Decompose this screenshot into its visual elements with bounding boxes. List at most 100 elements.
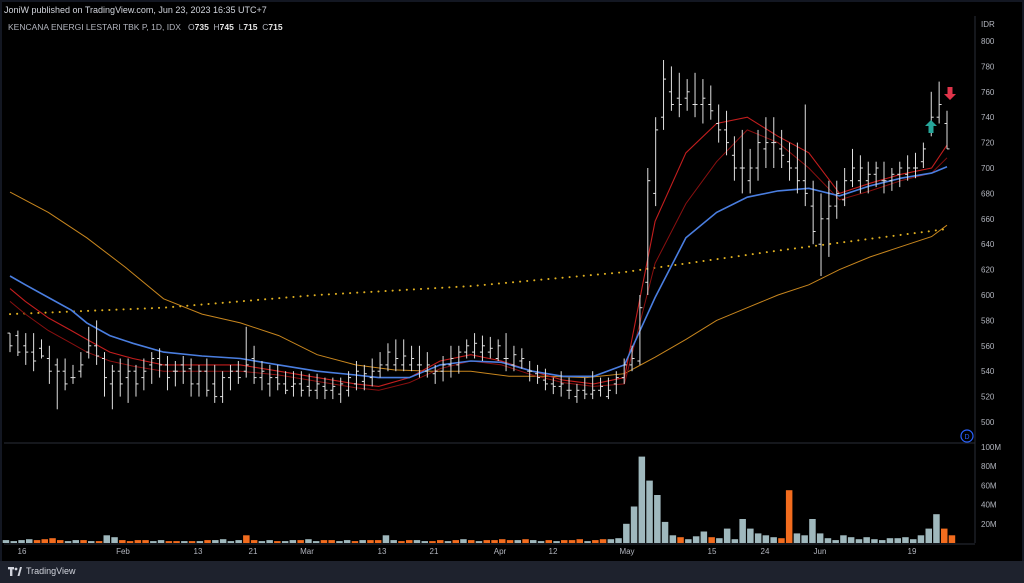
ohlc-bar <box>779 129 785 168</box>
ohlc-bar <box>70 364 76 384</box>
ohlc-bar <box>676 72 682 118</box>
volume-bar <box>88 541 95 543</box>
volume-bar <box>212 540 219 543</box>
price-tick-label: 620 <box>981 266 995 275</box>
ohlc-bar <box>314 373 320 400</box>
volume-bar <box>537 541 545 543</box>
ohlc-bar <box>503 333 509 372</box>
symbol-title[interactable]: KENCANA ENERGI LESTARI TBK P, 1D, IDX <box>8 22 181 32</box>
ohlc-bar <box>306 373 312 397</box>
volume-bar <box>382 535 390 543</box>
ma-blue-line <box>9 165 948 379</box>
ohlc-bar <box>298 371 304 397</box>
price-axis[interactable]: IDR 800 780 760 740 720 700 680 660 640 620 600 580 5… <box>981 20 995 427</box>
volume-bar <box>64 541 72 543</box>
ohlc-bar <box>117 358 123 397</box>
ohlc-bar <box>747 148 753 194</box>
time-tick-label: 16 <box>18 547 27 556</box>
volume-bar <box>661 521 669 543</box>
volume-bar <box>700 531 708 543</box>
ohlc-bar <box>432 364 438 384</box>
volume-bar <box>444 541 452 543</box>
ohlc-bar <box>31 333 37 372</box>
ohlc-bar <box>54 358 60 410</box>
volume-bar <box>2 540 10 543</box>
ohlc-bar <box>283 371 289 395</box>
ohlc-bar <box>755 129 761 181</box>
volume-bar <box>367 540 374 543</box>
volume-bar <box>165 541 173 543</box>
volume-bar <box>10 541 17 543</box>
tradingview-brand[interactable]: TradingView <box>8 566 76 577</box>
ohlc-bar <box>125 358 131 403</box>
volume-bar <box>452 540 459 543</box>
volume-bar <box>390 540 397 543</box>
volume-bar <box>801 535 808 543</box>
volume-bar <box>258 541 266 543</box>
volume-tick-label: 60M <box>981 481 997 490</box>
ohlc-bar <box>645 168 651 295</box>
high-value: 745 <box>219 22 234 32</box>
ohlc-bar <box>598 377 604 397</box>
ohlc-bar-layer <box>7 60 950 410</box>
volume-axis[interactable]: 100M 80M 60M 40M 20M <box>981 443 1001 529</box>
ohlc-bar <box>708 85 714 120</box>
high-label: H <box>213 22 220 32</box>
volume-bar <box>530 540 537 543</box>
volume-bar <box>266 540 273 543</box>
time-tick-label: 13 <box>194 547 203 556</box>
ohlc-bar <box>535 364 541 384</box>
price-tick-label: 600 <box>981 291 995 300</box>
time-axis[interactable]: 16 Feb 13 21 Mar 13 21 Apr 12 May 15 24 Jun 19 <box>18 547 917 556</box>
ohlc-bar <box>377 352 383 378</box>
volume-bar <box>437 540 444 543</box>
ohlc-bar <box>227 364 233 391</box>
volume-bar <box>785 490 793 543</box>
ohlc-bar <box>164 356 170 391</box>
volume-bar <box>281 541 289 543</box>
ohlc-bar <box>361 364 367 391</box>
ohlc-bar <box>944 110 950 150</box>
volume-bar <box>855 539 863 543</box>
price-tick-label: 780 <box>981 62 995 71</box>
volume-bar <box>553 541 560 543</box>
ohlc-bar <box>692 72 698 118</box>
volume-tick-label: 20M <box>981 520 997 529</box>
volume-bar <box>545 540 552 543</box>
ohlc-bar <box>865 161 871 194</box>
d-badge[interactable]: D <box>960 429 974 443</box>
price-tick-label: 560 <box>981 342 995 351</box>
volume-bar <box>685 539 692 543</box>
volume-bar <box>398 541 405 543</box>
volume-bar <box>902 537 909 543</box>
volume-bar <box>879 540 886 543</box>
ohlc-bar <box>62 358 68 391</box>
volume-bar <box>568 540 576 543</box>
volume-bar <box>824 538 832 543</box>
ohlc-bar <box>936 81 942 124</box>
ohlc-bar <box>448 345 454 378</box>
ohlc-bar <box>527 361 533 382</box>
price-tick-label: 740 <box>981 113 995 122</box>
volume-bar <box>607 539 615 543</box>
volume-bar <box>623 523 630 543</box>
volume-bar <box>847 537 855 543</box>
ohlc-bar <box>889 168 895 191</box>
ohlc-bar <box>590 371 596 400</box>
volume-bar <box>274 541 281 543</box>
volume-bar <box>871 539 878 543</box>
volume-bar <box>219 539 227 543</box>
volume-bar <box>72 540 79 543</box>
volume-bar <box>863 537 870 543</box>
ohlc-bar <box>101 352 107 397</box>
ohlc-bar <box>235 361 241 384</box>
time-tick-label: Feb <box>116 547 130 556</box>
ohlc-bar <box>818 193 824 276</box>
ohlc-bar <box>290 371 296 397</box>
currency-label: IDR <box>981 20 995 29</box>
volume-bar <box>592 540 599 543</box>
ohlc-bar <box>873 161 879 188</box>
volume-bar <box>754 533 762 543</box>
